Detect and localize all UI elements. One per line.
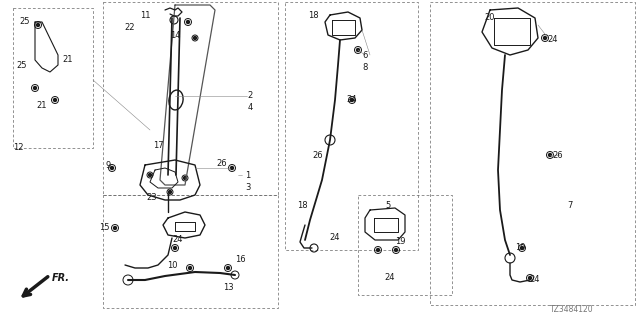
- Text: 12: 12: [13, 143, 23, 153]
- Circle shape: [184, 177, 186, 180]
- Bar: [430, 2, 635, 305]
- Circle shape: [173, 246, 177, 250]
- Text: 6: 6: [362, 51, 368, 60]
- Text: 20: 20: [484, 13, 495, 22]
- Text: 18: 18: [308, 11, 318, 20]
- Text: 26: 26: [313, 150, 323, 159]
- Text: 26: 26: [217, 158, 227, 167]
- Text: 23: 23: [147, 194, 157, 203]
- Circle shape: [33, 86, 36, 90]
- Circle shape: [548, 154, 552, 156]
- Circle shape: [113, 227, 116, 229]
- Text: 13: 13: [223, 284, 234, 292]
- Circle shape: [529, 276, 531, 279]
- Text: 8: 8: [362, 63, 368, 73]
- Text: 11: 11: [140, 11, 150, 20]
- Bar: [13, 8, 93, 148]
- Text: 10: 10: [167, 260, 177, 269]
- Text: 3: 3: [245, 183, 251, 193]
- Text: 15: 15: [99, 223, 109, 233]
- Circle shape: [54, 99, 56, 101]
- Text: 25: 25: [17, 60, 28, 69]
- Text: 14: 14: [170, 30, 180, 39]
- Text: 19: 19: [395, 237, 405, 246]
- Circle shape: [230, 166, 234, 170]
- Text: 24: 24: [530, 276, 540, 284]
- Text: 22: 22: [125, 23, 135, 33]
- Circle shape: [36, 23, 40, 27]
- Text: 18: 18: [297, 201, 307, 210]
- Text: 7: 7: [567, 201, 573, 210]
- Circle shape: [376, 249, 380, 252]
- Circle shape: [111, 166, 113, 170]
- Text: 26: 26: [553, 150, 563, 159]
- Bar: [103, 195, 278, 308]
- Text: 24: 24: [385, 274, 396, 283]
- Text: FR.: FR.: [52, 273, 70, 283]
- Circle shape: [186, 20, 189, 23]
- Text: 16: 16: [235, 255, 245, 265]
- Text: 4: 4: [248, 103, 253, 113]
- Text: 17: 17: [153, 140, 163, 149]
- Text: 1: 1: [245, 171, 251, 180]
- Text: 21: 21: [63, 55, 73, 65]
- Circle shape: [394, 249, 397, 252]
- Circle shape: [227, 267, 230, 269]
- Bar: [358, 195, 452, 295]
- Text: 24: 24: [173, 236, 183, 244]
- Circle shape: [168, 190, 172, 194]
- Text: 24: 24: [330, 234, 340, 243]
- Text: 2: 2: [248, 91, 253, 100]
- Text: 5: 5: [385, 201, 390, 210]
- Circle shape: [356, 49, 360, 52]
- Text: 19: 19: [515, 244, 525, 252]
- Text: TZ3484120: TZ3484120: [550, 306, 594, 315]
- Circle shape: [520, 246, 524, 250]
- Text: 9: 9: [106, 161, 111, 170]
- Circle shape: [193, 36, 196, 39]
- Circle shape: [148, 173, 152, 177]
- Text: 24: 24: [347, 95, 357, 105]
- Bar: [103, 2, 278, 195]
- Text: 24: 24: [548, 36, 558, 44]
- Bar: [285, 2, 418, 250]
- Text: 25: 25: [20, 18, 30, 27]
- Circle shape: [189, 267, 191, 269]
- Circle shape: [543, 36, 547, 39]
- Circle shape: [351, 99, 353, 101]
- Text: 21: 21: [36, 100, 47, 109]
